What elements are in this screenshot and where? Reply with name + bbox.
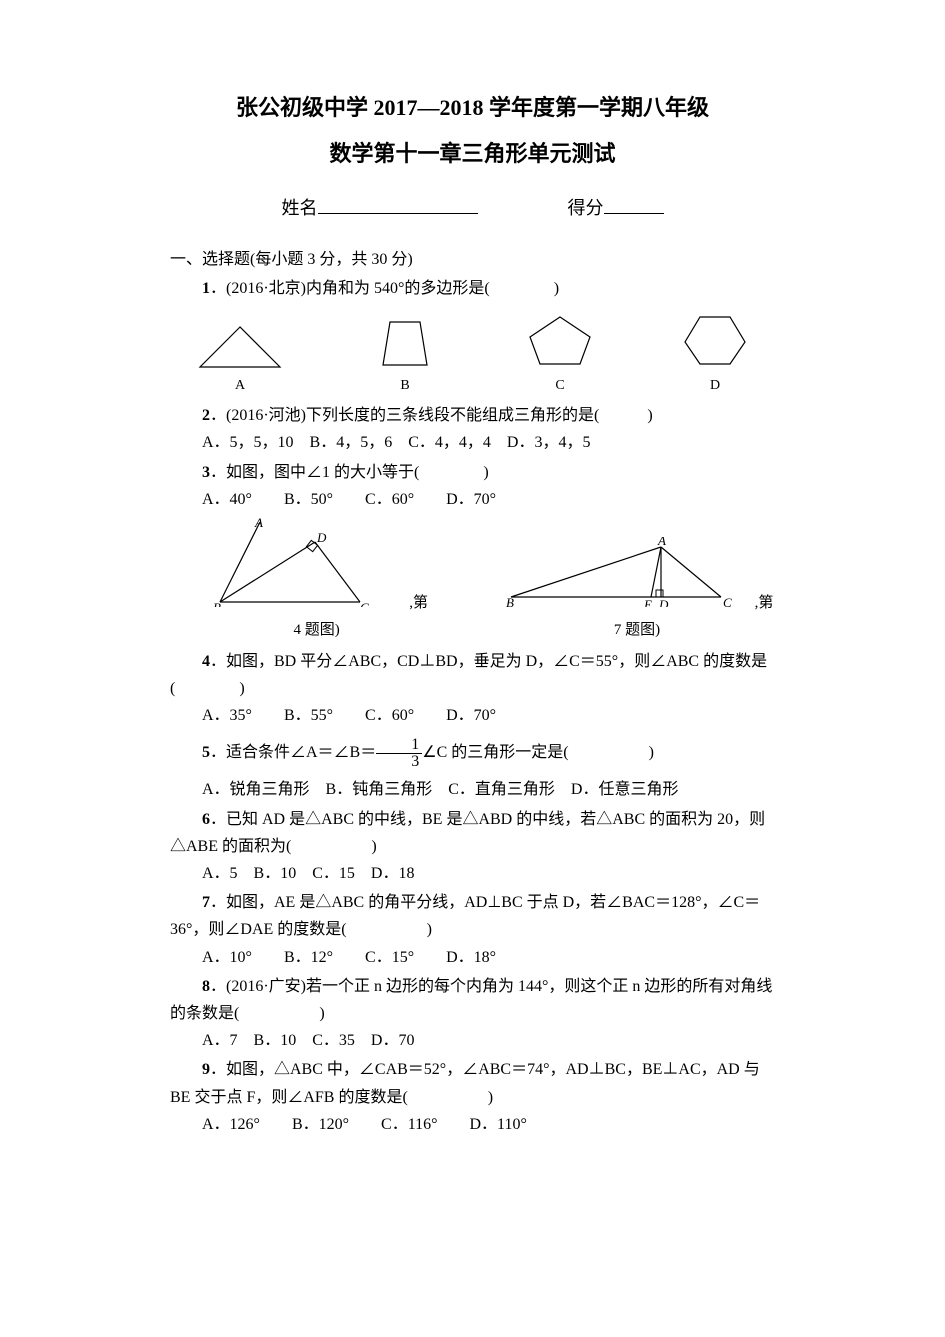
name-label: 姓名 [282, 194, 478, 220]
svg-text:D: D [316, 530, 327, 545]
exam-page: 张公初级中学 2017—2018 学年度第一学期八年级 数学第十一章三角形单元测… [0, 0, 945, 1337]
q9-options: A．126° B．120° C．116° D．110° [170, 1111, 775, 1138]
fig-q4: A D B C ,第 4 题图) [200, 517, 433, 644]
q8-options: A．7 B．10 C．35 D．70 [170, 1027, 775, 1054]
score-blank[interactable] [604, 195, 664, 214]
q6-options: A．5 B．10 C．15 D．18 [170, 860, 775, 887]
hexagon-icon [675, 312, 755, 372]
q2: 2．(2016·河池)下列长度的三条线段不能组成三角形的是( ) [170, 402, 775, 429]
title-line-1: 张公初级中学 2017—2018 学年度第一学期八年级 [170, 90, 775, 122]
triangle-icon [190, 322, 290, 372]
fig-q4-svg: A D B C [205, 517, 405, 607]
name-blank[interactable] [318, 195, 478, 214]
q1-option-c[interactable]: C [520, 312, 600, 398]
q6: 6．已知 AD 是△ABC 的中线，BE 是△ABD 的中线，若△ABC 的面积… [170, 806, 775, 860]
q4: 4．如图，BD 平分∠ABC，CD⊥BD，垂足为 D，∠C＝55°，则∠ABC … [170, 648, 775, 702]
figures-row: A D B C ,第 4 题图) A B E [200, 517, 775, 644]
svg-text:B: B [506, 595, 514, 607]
q1-option-b[interactable]: B [365, 317, 445, 398]
q9: 9．如图，△ABC 中，∠CAB＝52°，∠ABC＝74°，AD⊥BC，BE⊥A… [170, 1056, 775, 1110]
content-section: 一、选择题(每小题 3 分，共 30 分) 1．(2016·北京)内角和为 54… [170, 246, 775, 1138]
q8: 8．(2016·广安)若一个正 n 边形的每个内角为 144°，则这个正 n 边… [170, 973, 775, 1027]
score-label: 得分 [568, 194, 664, 220]
q1-option-a[interactable]: A [190, 322, 290, 398]
svg-text:C: C [723, 595, 732, 607]
svg-text:A: A [657, 537, 666, 548]
q7: 7．如图，AE 是△ABC 的角平分线，AD⊥BC 于点 D，若∠BAC＝128… [170, 889, 775, 943]
q2-options: A．5，5，10 B．4，5，6 C．4，4，4 D．3，4，5 [170, 429, 775, 456]
q5: 5．适合条件∠A＝∠B＝13∠C 的三角形一定是( ) [170, 737, 775, 770]
svg-text:A: A [254, 517, 263, 530]
q1-options: A B C D [170, 312, 775, 398]
svg-text:D: D [658, 597, 669, 607]
section-header: 一、选择题(每小题 3 分，共 30 分) [170, 246, 775, 273]
q3-options: A．40° B．50° C．60° D．70° [170, 486, 775, 513]
q1: 1．(2016·北京)内角和为 540°的多边形是( ) [170, 275, 775, 302]
fig-q7-svg: A B E D C [501, 537, 751, 607]
name-score-row: 姓名 得分 [170, 194, 775, 220]
q1-option-d[interactable]: D [675, 312, 755, 398]
fraction: 13 [376, 737, 422, 770]
title-line-2: 数学第十一章三角形单元测试 [170, 136, 775, 168]
svg-text:B: B [213, 600, 221, 607]
q4-options: A．35° B．55° C．60° D．70° [170, 702, 775, 729]
fig-q7: A B E D C ,第 7 题图) [499, 537, 775, 644]
q7-options: A．10° B．12° C．15° D．18° [170, 944, 775, 971]
quadrilateral-icon [365, 317, 445, 372]
pentagon-icon [520, 312, 600, 372]
q3: 3．如图，图中∠1 的大小等于( ) [170, 459, 775, 486]
q5-options: A．锐角三角形 B．钝角三角形 C．直角三角形 D．任意三角形 [170, 776, 775, 803]
svg-text:C: C [360, 600, 369, 607]
svg-text:E: E [643, 597, 652, 607]
